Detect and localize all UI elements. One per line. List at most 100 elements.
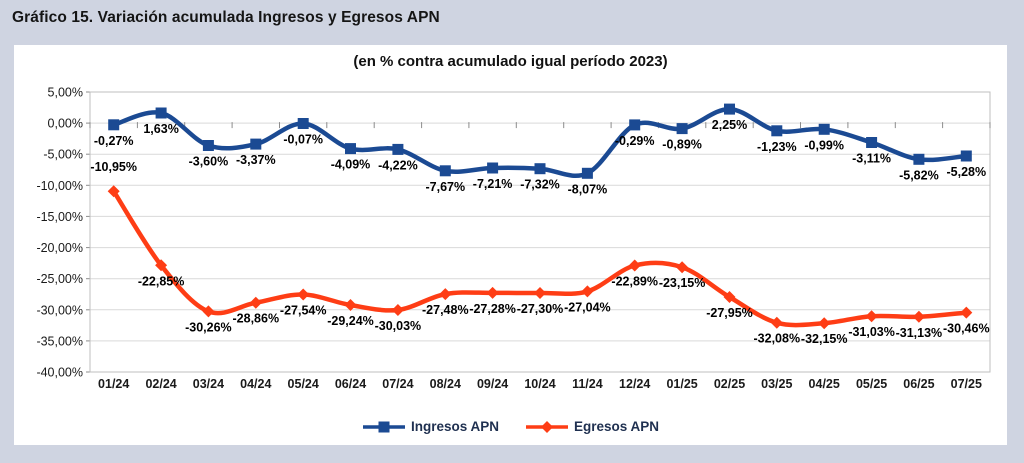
data-label: -27,28% <box>469 302 516 316</box>
data-label: -22,89% <box>611 275 658 289</box>
y-axis-label: -10,00% <box>36 179 83 193</box>
data-point-marker <box>487 162 499 174</box>
data-point-marker <box>534 163 546 175</box>
data-label: -0,99% <box>804 138 844 152</box>
legend-item-ingresos: Ingresos APN <box>362 419 499 434</box>
data-point-marker <box>770 316 783 329</box>
data-point-marker <box>391 304 404 316</box>
x-axis-label: 01/25 <box>666 377 697 391</box>
data-point-marker <box>818 317 831 330</box>
legend-label-egresos: Egresos APN <box>574 419 660 434</box>
y-axis-label: -20,00% <box>36 241 83 255</box>
y-axis-label: -30,00% <box>36 303 83 317</box>
data-point-marker <box>960 306 973 319</box>
data-label: -30,26% <box>185 320 232 334</box>
data-label: -3,60% <box>189 155 229 169</box>
data-label: -3,11% <box>852 152 891 166</box>
legend-label-ingresos: Ingresos APN <box>410 419 499 434</box>
data-label: -7,21% <box>473 177 513 191</box>
x-axis-label: 11/24 <box>572 377 603 391</box>
data-point-marker <box>534 287 546 299</box>
data-label: -0,89% <box>662 138 702 152</box>
data-point-marker <box>344 299 357 311</box>
data-label: -7,32% <box>520 178 560 192</box>
ingresos-line-square-icon <box>362 421 405 432</box>
x-axis-label: 07/24 <box>382 377 413 391</box>
data-label: -4,22% <box>378 158 418 172</box>
data-label: -29,24% <box>327 314 374 328</box>
x-axis-label: 04/25 <box>809 377 840 391</box>
data-point-marker <box>771 125 783 137</box>
data-point-marker <box>345 143 356 155</box>
data-point-marker <box>108 119 120 131</box>
data-label: -28,86% <box>233 312 280 326</box>
y-axis-label: -40,00% <box>36 366 83 380</box>
data-point-marker <box>202 140 214 151</box>
data-label: -4,09% <box>331 158 371 172</box>
x-axis-label: 09/24 <box>477 377 508 391</box>
data-label: -30,03% <box>375 319 422 333</box>
chart-plot: 5,00% 0,00% -5,00% -10,00% -15,00% -20,00% -25… <box>36 86 991 391</box>
data-label: -5,28% <box>946 165 986 179</box>
data-label: 1,63% <box>143 122 178 136</box>
x-axis-label: 02/25 <box>714 377 745 391</box>
data-point-marker <box>724 103 735 115</box>
y-axis-label: -15,00% <box>36 210 83 224</box>
data-label: -27,04% <box>564 300 611 314</box>
x-axis-label: 08/24 <box>430 377 461 391</box>
x-axis-label: 05/24 <box>288 377 319 391</box>
data-point-marker <box>249 296 262 309</box>
data-point-marker <box>297 118 309 129</box>
data-point-marker <box>297 288 310 301</box>
x-axis-label: 06/24 <box>335 377 366 391</box>
data-label: 2,25% <box>712 118 747 132</box>
data-point-marker <box>723 291 736 303</box>
data-point-marker <box>912 310 925 323</box>
data-label: -1,23% <box>757 140 797 154</box>
data-point-marker <box>818 123 830 135</box>
data-point-marker <box>676 123 688 135</box>
y-axis-label: -25,00% <box>36 272 83 286</box>
chart-subtitle: (en % contra acumulado igual período 202… <box>353 53 668 70</box>
x-axis-label: 07/25 <box>951 377 982 391</box>
data-label: -23,15% <box>659 276 706 290</box>
data-point-marker <box>155 259 168 272</box>
data-label: -10,95% <box>90 160 137 174</box>
data-label: -0,29% <box>615 134 655 148</box>
x-axis-label: 03/25 <box>761 377 792 391</box>
data-point-marker <box>392 143 404 155</box>
data-point-marker <box>865 310 878 323</box>
data-point-marker <box>960 150 972 162</box>
data-point-marker <box>439 165 451 177</box>
data-label: -31,03% <box>848 325 895 339</box>
data-point-marker <box>202 305 215 318</box>
data-point-marker <box>107 185 120 198</box>
x-axis-label: 01/24 <box>98 377 129 391</box>
egresos-line-diamond-icon <box>526 420 568 433</box>
data-label: -30,46% <box>943 322 990 336</box>
x-axis-label: 02/24 <box>145 377 176 391</box>
x-axis-label: 06/25 <box>903 377 934 391</box>
data-label: -0,27% <box>94 134 134 148</box>
data-label: -22,85% <box>138 274 185 288</box>
data-label: -3,37% <box>236 153 276 167</box>
data-label: -7,67% <box>425 180 465 194</box>
data-point-marker <box>676 261 689 274</box>
y-axis-label: -35,00% <box>36 334 83 348</box>
data-point-marker <box>250 138 262 150</box>
data-label: -27,54% <box>280 304 327 318</box>
legend-item-egresos: Egresos APN <box>525 419 659 434</box>
data-label: -5,82% <box>899 168 939 182</box>
data-label: -32,08% <box>754 332 801 346</box>
data-point-marker <box>439 288 452 301</box>
data-label: -27,48% <box>422 303 469 317</box>
plot-border <box>89 91 991 373</box>
chart-legend: Ingresos APN Egresos APN <box>14 419 1007 434</box>
data-point-marker <box>628 259 641 272</box>
x-axis-label: 03/24 <box>193 377 224 391</box>
data-point-marker <box>866 137 878 148</box>
x-axis-label: 12/24 <box>619 377 650 391</box>
data-point-marker <box>913 153 925 165</box>
data-label: -8,07% <box>568 182 608 196</box>
data-label: -0,07% <box>283 133 323 147</box>
